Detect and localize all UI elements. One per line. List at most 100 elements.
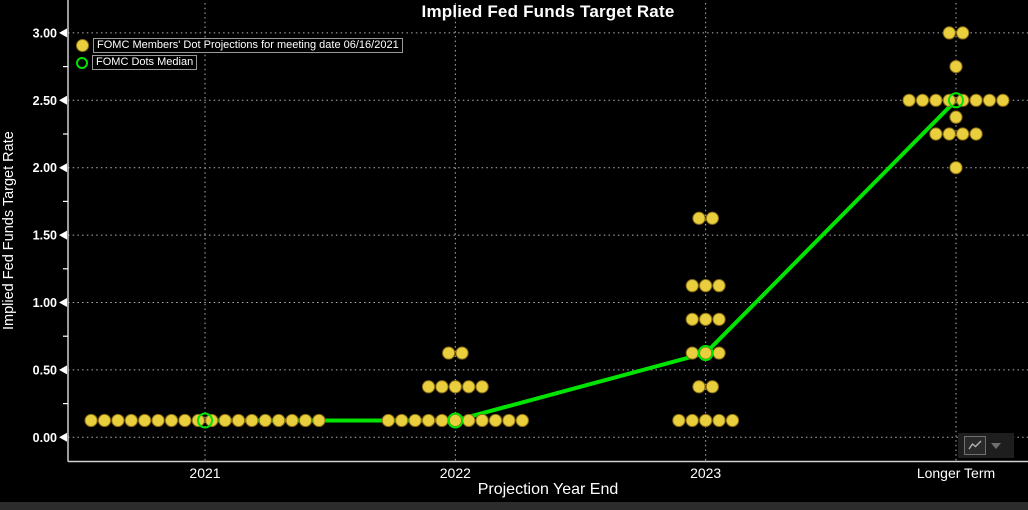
fomc-dot	[164, 413, 179, 428]
median-ring-marker	[697, 345, 714, 362]
median-line	[205, 98, 958, 423]
fomc-dot	[982, 93, 997, 107]
fomc-dot	[138, 413, 152, 428]
fomc-dot	[956, 127, 970, 141]
fomc-dot	[712, 312, 726, 326]
fomc-dot	[929, 127, 943, 141]
fomc-dot	[178, 413, 192, 428]
fomc-dot	[231, 413, 246, 428]
fomc-dot	[502, 413, 516, 428]
x-tick-label: Longer Term	[917, 465, 995, 481]
fomc-dot	[462, 413, 476, 428]
legend-item-dot-projections[interactable]: FOMC Members' Dot Projections for meetin…	[76, 38, 403, 53]
fomc-dot	[949, 161, 963, 175]
fomc-dot	[725, 413, 740, 428]
y-tick-arrow	[59, 28, 67, 38]
legend-item-median[interactable]: FOMC Dots Median	[76, 55, 403, 70]
fomc-dot	[285, 413, 299, 428]
y-tick-arrow	[59, 95, 67, 105]
fomc-dot	[442, 346, 456, 360]
x-tick-label: 2022	[440, 465, 471, 481]
line-chart-icon	[964, 436, 986, 455]
fomc-dot	[915, 93, 930, 107]
fomc-dot	[84, 413, 98, 428]
fomc-dot	[672, 413, 686, 428]
legend-yellow-dot-icon	[76, 39, 89, 52]
fomc-dot	[455, 346, 469, 360]
fomc-dot	[692, 211, 706, 225]
fomc-dot	[712, 413, 726, 428]
legend: FOMC Members' Dot Projections for meetin…	[76, 38, 403, 70]
fomc-dot	[956, 26, 970, 40]
fomc-dot	[942, 127, 956, 141]
y-tick-arrow	[59, 298, 67, 307]
fomc-dot	[298, 413, 313, 428]
chart-title: Implied Fed Funds Target Rate	[421, 2, 675, 21]
y-tick-arrow	[59, 230, 67, 240]
fomc-dot	[685, 279, 699, 293]
fomc-dot	[902, 93, 916, 107]
fomc-dot	[408, 413, 422, 428]
fomc-dot	[258, 413, 272, 428]
y-tick-label: 2.00	[33, 161, 57, 175]
fomc-dot	[705, 211, 719, 225]
fomc-dot	[435, 380, 449, 394]
y-tick-arrow	[59, 432, 67, 442]
fomc-dot	[381, 413, 395, 428]
fomc-dot	[111, 413, 125, 428]
fomc-dot	[969, 93, 983, 107]
y-tick-label: 0.00	[33, 431, 57, 445]
fomc-dot	[218, 413, 232, 428]
median-ring-marker	[197, 412, 213, 429]
fomc-dot	[515, 413, 529, 428]
y-tick-label: 0.50	[33, 363, 57, 377]
fomc-dot	[969, 127, 983, 141]
x-tick-label: 2021	[189, 465, 220, 481]
fomc-dot	[692, 380, 706, 394]
y-tick-label: 1.50	[33, 229, 57, 243]
y-tick-label: 1.00	[33, 296, 57, 310]
fomc-dot	[421, 413, 436, 428]
x-tick-label: 2023	[690, 465, 721, 481]
fomc-dot	[245, 413, 259, 428]
y-tick-label: 3.00	[33, 26, 57, 40]
fomc-dot	[685, 413, 699, 428]
fomc-dot	[448, 380, 462, 394]
y-tick-arrow	[59, 365, 67, 375]
fomc-dot	[949, 60, 963, 74]
fomc-dot	[124, 413, 138, 428]
fomc-dot	[421, 380, 436, 394]
fomc-dot	[996, 93, 1010, 107]
fomc-dot	[435, 413, 449, 428]
fomc-dot	[475, 413, 489, 428]
fomc-dot	[312, 413, 326, 428]
median-ring-marker	[947, 92, 964, 109]
fomc-dot	[488, 413, 503, 428]
chevron-down-icon	[991, 442, 1001, 449]
fomc-dot	[475, 380, 489, 394]
fomc-dot	[151, 413, 165, 428]
y-tick-label: 2.50	[33, 94, 57, 108]
fomc-dot	[685, 346, 699, 360]
fomc-dot	[699, 279, 713, 293]
fomc-dot	[712, 279, 726, 293]
legend-label-dot-projections: FOMC Members' Dot Projections for meetin…	[93, 38, 403, 53]
median-ring-marker	[447, 412, 464, 429]
legend-label-median: FOMC Dots Median	[92, 55, 198, 70]
fomc-dot	[699, 312, 713, 326]
fomc-dot	[272, 413, 286, 428]
bottom-bar	[0, 502, 1028, 510]
fomc-dot	[705, 380, 719, 394]
fomc-dot	[942, 26, 956, 40]
fomc-dot	[97, 413, 112, 428]
fomc-dot	[929, 93, 943, 107]
fomc-dot	[949, 110, 963, 124]
x-axis-label: Projection Year End	[477, 481, 619, 498]
chart-options-button[interactable]	[958, 433, 1014, 458]
fomc-dot	[712, 346, 726, 360]
fomc-dot	[699, 413, 713, 428]
y-tick-arrow	[59, 163, 67, 173]
fomc-dot	[685, 312, 699, 326]
